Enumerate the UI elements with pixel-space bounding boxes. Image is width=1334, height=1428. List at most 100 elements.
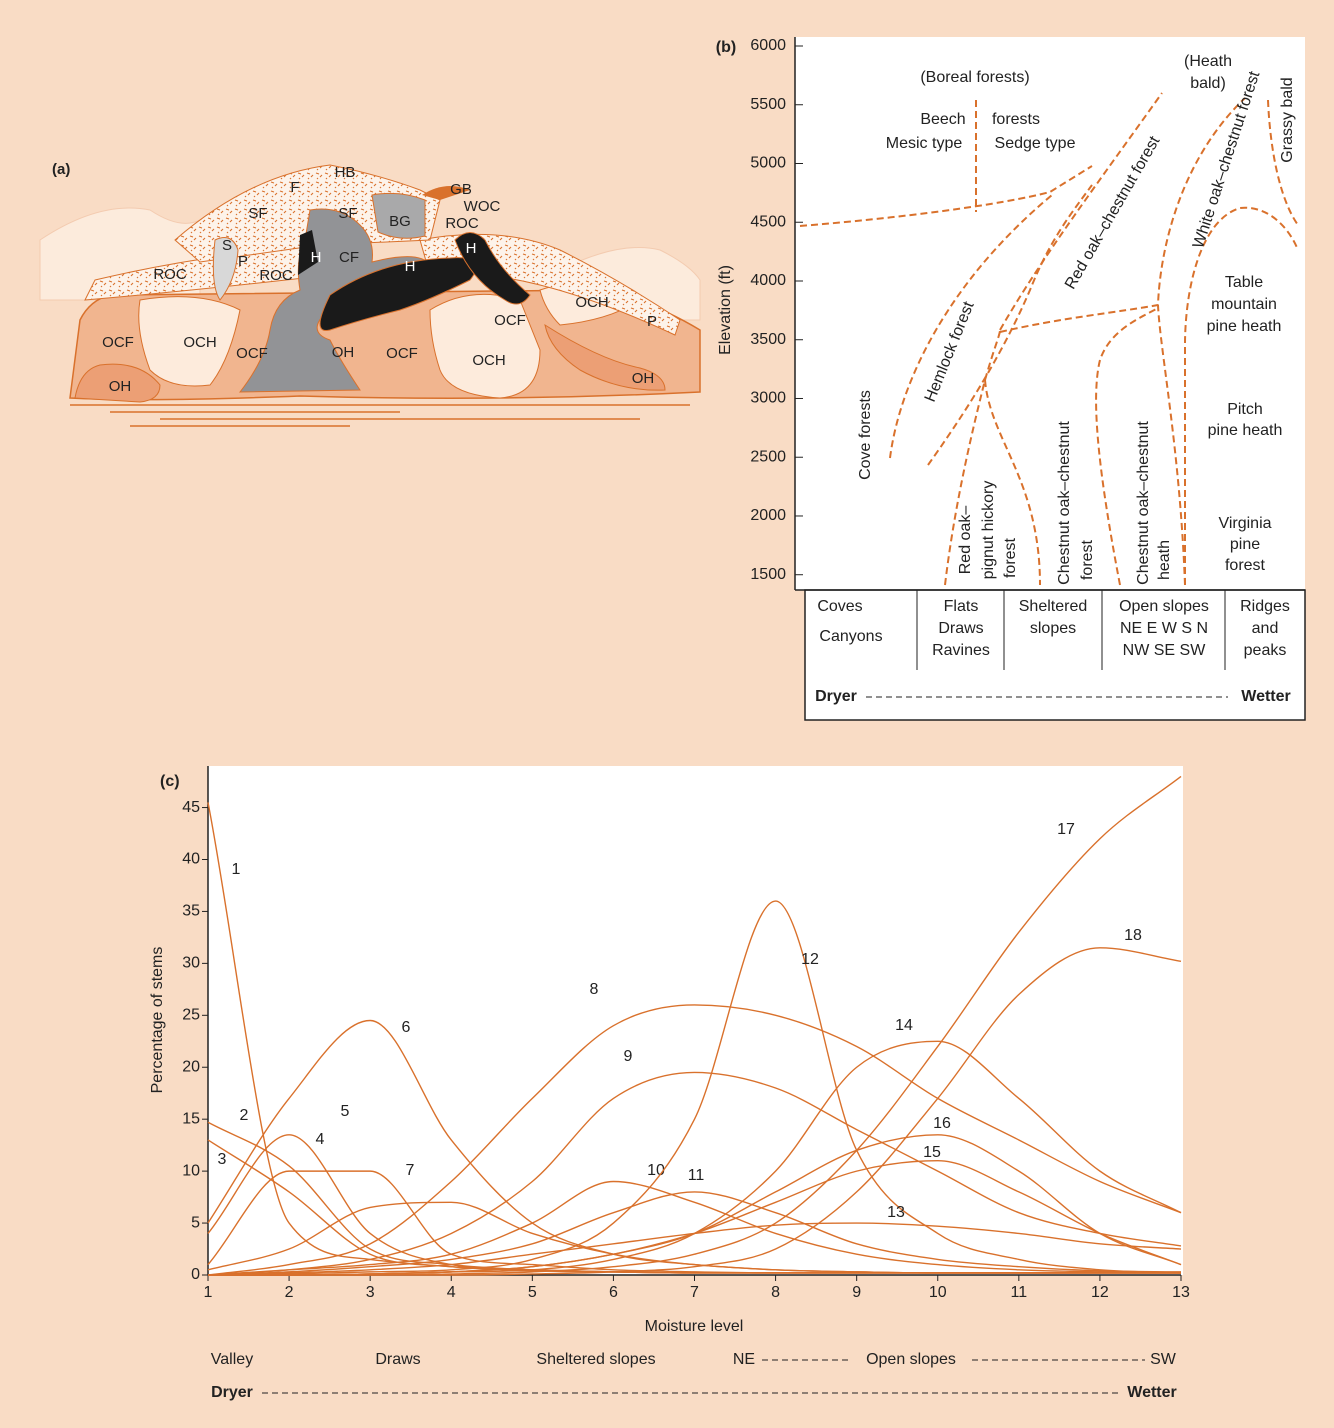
- zone-label: heath: [1156, 540, 1173, 580]
- series-label: 7: [406, 1162, 415, 1179]
- x-tick-label: 6: [609, 1284, 618, 1301]
- boundary-line: [999, 304, 1159, 333]
- y-tick-label: 15: [182, 1110, 200, 1127]
- table-cell: Open slopes: [1119, 598, 1209, 615]
- zone-label: H: [405, 258, 416, 275]
- zone-label: P: [647, 313, 657, 330]
- zone-label: pignut hickory: [980, 481, 997, 580]
- zone-label: Grassy bald: [1279, 77, 1296, 162]
- zone-label: Table: [1225, 274, 1263, 291]
- x-tick-label: 1: [204, 1284, 213, 1301]
- zone-label: H: [311, 249, 322, 266]
- zone-label: OH: [109, 378, 132, 395]
- zone-label: Chestnut oak–chestnut: [1135, 421, 1152, 585]
- y-tick-label: 35: [182, 903, 200, 920]
- zone-label: OH: [332, 344, 355, 361]
- y-tick-label: 5000: [750, 155, 786, 172]
- series-label: 1: [232, 861, 241, 878]
- panel-tag: (c): [160, 773, 180, 790]
- y-tick-label: 30: [182, 955, 200, 972]
- y-tick-label: 5: [191, 1214, 200, 1231]
- zone-label: (Heath: [1184, 53, 1232, 70]
- y-tick-label: 25: [182, 1007, 200, 1024]
- zone-label: OCF: [386, 345, 418, 362]
- boundary-line: [1184, 206, 1299, 585]
- gradient-start: Dryer: [211, 1384, 253, 1401]
- zone-label: pine heath: [1207, 318, 1282, 335]
- series-line: [207, 900, 1182, 1276]
- zone-label: OCF: [494, 312, 526, 329]
- table-cell: slopes: [1030, 620, 1076, 637]
- zone-label: CF: [339, 249, 359, 266]
- y-tick-label: 3000: [750, 390, 786, 407]
- series-label: 9: [624, 1048, 633, 1065]
- zone-label: forest: [1002, 537, 1019, 578]
- zone-label: Mesic type: [886, 135, 963, 152]
- series-label: 2: [240, 1107, 249, 1124]
- oh-zone: [544, 323, 666, 391]
- panel-b: (b) Elevation (ft) (Boreal forests) Beec…: [716, 37, 1306, 721]
- panel-tag: (b): [716, 39, 736, 56]
- bg-zone: [371, 192, 426, 239]
- series-line: [207, 1191, 1182, 1276]
- y-axis-label: Elevation (ft): [717, 265, 734, 355]
- x-tick-label: 3: [366, 1284, 375, 1301]
- y-tick-label: 5500: [750, 96, 786, 113]
- y-tick-label: 0: [191, 1266, 200, 1283]
- x-tick-label: 11: [1011, 1284, 1028, 1301]
- table-cell: Sheltered: [1019, 598, 1088, 615]
- gradient-end: Wetter: [1241, 688, 1291, 705]
- zone-label: NE: [733, 1351, 755, 1368]
- s-zone: [212, 237, 239, 301]
- y-tick-label: 4000: [750, 272, 786, 289]
- table-cell: peaks: [1244, 642, 1287, 659]
- zone-label: forest: [1225, 557, 1266, 574]
- zone-label: OCF: [102, 334, 134, 351]
- x-tick-label: 9: [852, 1284, 861, 1301]
- table-cell: Ridges: [1240, 598, 1290, 615]
- y-tick-label: 3500: [750, 331, 786, 348]
- x-tick-label: 10: [929, 1284, 947, 1301]
- series-label: 6: [402, 1019, 411, 1036]
- zone-label: WOC: [464, 198, 501, 215]
- panel-tag: (a): [52, 161, 70, 178]
- plot-area: [795, 37, 1305, 590]
- x-axis-label: Moisture level: [645, 1318, 744, 1335]
- series-label: 12: [801, 951, 819, 968]
- summit-forest: [174, 164, 441, 263]
- zone-label: ROC: [445, 215, 479, 232]
- table-cell: and: [1252, 620, 1279, 637]
- series-label: 8: [590, 981, 599, 998]
- series-line: [207, 1004, 1182, 1276]
- zone-label: S: [222, 237, 232, 254]
- zone-label: Sedge type: [995, 135, 1076, 152]
- h-zone: [319, 257, 478, 332]
- table-cell: Ravines: [932, 642, 990, 659]
- series-label: 14: [895, 1017, 913, 1034]
- series-line: [208, 1134, 1182, 1276]
- habitat-table: [804, 589, 1306, 721]
- zone-label: F: [290, 179, 299, 196]
- zone-label: Draws: [375, 1351, 420, 1368]
- x-tick-label: 4: [447, 1284, 456, 1301]
- zone-label: Cove forests: [857, 390, 874, 480]
- series-line: [207, 1180, 1182, 1276]
- series-line: [207, 1071, 1182, 1276]
- boundary-line: [944, 329, 1001, 586]
- zone-label: P: [238, 253, 248, 270]
- table-dividers: [916, 590, 1226, 670]
- zone-label: GB: [450, 181, 472, 198]
- y-tick-label: 4500: [750, 213, 786, 230]
- zone-label: pine: [1230, 536, 1260, 553]
- zone-label: Chestnut oak–chestnut: [1056, 421, 1073, 585]
- zone-label: SF: [248, 205, 267, 222]
- series-label: 17: [1057, 821, 1075, 838]
- y-tick-label: 40: [182, 851, 200, 868]
- zone-label: Beech: [920, 111, 965, 128]
- table-cell: NW SE SW: [1123, 642, 1207, 659]
- x-tick-label: 7: [690, 1284, 699, 1301]
- zone-label: HB: [335, 164, 356, 181]
- panel-c: (c) Percentage of stems Moisture level V…: [149, 766, 1190, 1401]
- boundary-line: [1156, 97, 1246, 586]
